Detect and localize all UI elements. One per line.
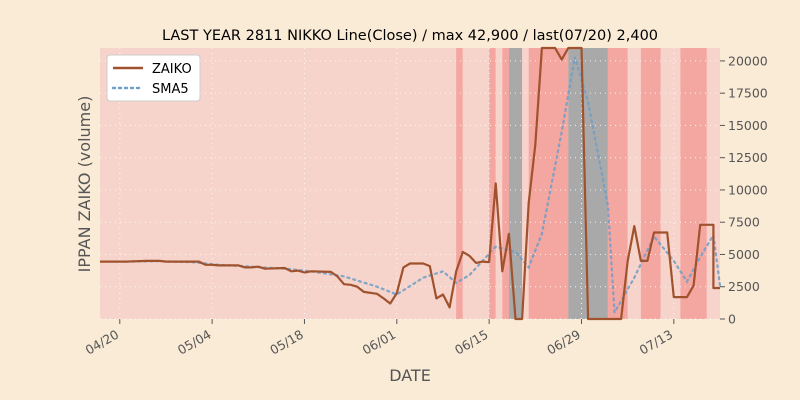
y-tick-label-5: 12500 — [728, 150, 768, 165]
band-7 — [522, 48, 529, 319]
y-tick-label-8: 20000 — [728, 53, 768, 68]
chart-title: LAST YEAR 2811 NIKKO Line(Close) / max 4… — [162, 28, 658, 44]
legend-box — [106, 54, 201, 102]
band-8 — [528, 48, 569, 319]
y-tick-label-6: 15000 — [728, 118, 768, 133]
band-11 — [627, 48, 641, 319]
y-tick-label-1: 2500 — [728, 279, 760, 294]
band-3 — [489, 48, 496, 319]
y-tick-label-7: 17500 — [728, 86, 768, 101]
band-12 — [640, 48, 661, 319]
band-6 — [508, 48, 523, 319]
band-4 — [495, 48, 503, 319]
band-2 — [462, 48, 490, 319]
y-tick-label-2: 5000 — [728, 247, 760, 262]
y-axis: 0 2500 5000 7500 10000 12500 15000 17500 20000 — [720, 53, 768, 327]
band-14 — [680, 48, 707, 319]
band-15 — [706, 48, 720, 319]
y-tick-label-0: 0 — [728, 312, 736, 327]
band-1 — [456, 48, 463, 319]
legend-label-zaiko: ZAIKO — [152, 62, 192, 77]
band-10 — [607, 48, 628, 319]
legend: ZAIKO SMA5 — [106, 54, 201, 102]
y-tick-label-4: 10000 — [728, 182, 768, 197]
series-lines — [100, 46, 722, 321]
legend-label-sma5: SMA5 — [152, 82, 189, 97]
band-5 — [502, 48, 509, 319]
band-13 — [660, 48, 681, 319]
series-line-zaiko — [100, 46, 720, 321]
plot-area — [100, 46, 722, 321]
y-tick-label-3: 7500 — [728, 215, 760, 230]
y-axis-label: IPPAN ZAIKO (volume) — [75, 96, 94, 273]
x-axis-label: DATE — [389, 366, 431, 385]
